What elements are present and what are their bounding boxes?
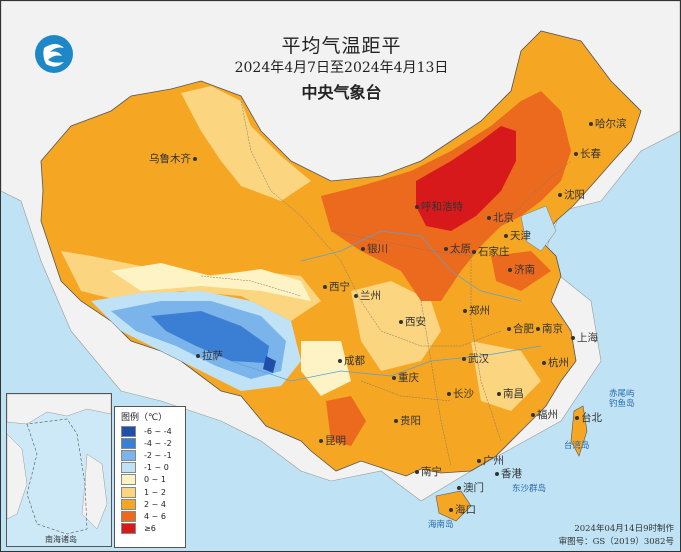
inset-label: 南海诸岛 — [45, 535, 77, 544]
legend-swatch — [121, 498, 136, 510]
legend-item: ≥6 — [115, 523, 185, 535]
legend-swatch — [121, 425, 136, 437]
anomaly-4-6-sichuan — [326, 396, 366, 446]
production-date: 2024年04月14日9时制作 — [574, 524, 674, 534]
map-date-range: 2024年4月7日至2024年4月13日 — [234, 60, 449, 76]
city-label: 成都 — [338, 356, 365, 367]
city-label: 长沙 — [447, 389, 474, 400]
sea-label: 东沙群岛 — [512, 484, 547, 494]
legend-label: 1 ~ 2 — [144, 487, 166, 497]
city-label: 西宁 — [323, 282, 350, 293]
map-title: 平均气温距平 — [281, 35, 402, 57]
city-label: 南昌 — [497, 389, 524, 400]
legend-item: -2 ~ -1 — [115, 449, 185, 461]
anomaly-0-1 — [111, 263, 311, 301]
city-label: 贵阳 — [394, 416, 421, 427]
legend: 图例（℃） -6 ~ -4 -4 ~ -2 -2 ~ -1 -1 ~ 0 0 ~ 1 1 … — [114, 406, 186, 548]
legend-swatch — [121, 437, 136, 449]
legend-title: 图例（℃） — [121, 413, 168, 423]
city-label: 哈尔滨 — [589, 119, 627, 130]
anomaly-m6-m4 — [263, 356, 276, 373]
city-label: 香港 — [495, 469, 522, 480]
legend-item: 1 ~ 2 — [115, 486, 185, 498]
cma-logo-icon — [35, 35, 73, 73]
south-china-sea-inset: 南海诸岛 — [6, 393, 112, 547]
legend-item: 0 ~ 1 — [115, 474, 185, 486]
city-label: 兰州 — [354, 291, 381, 302]
city-label: 北京 — [487, 213, 514, 224]
anomaly-0-1-sw — [301, 341, 351, 396]
sea-label: 赤尾屿 — [609, 389, 635, 399]
city-label: 海口 — [449, 505, 476, 516]
legend-label: -2 ~ -1 — [144, 450, 172, 460]
city-label: 南京 — [536, 324, 563, 335]
legend-label: 0 ~ 1 — [144, 475, 166, 485]
anomaly-1-2-east — [471, 341, 541, 411]
city-label: 郑州 — [463, 306, 490, 317]
sea-label: 海南岛 — [428, 520, 454, 530]
city-label: 太原 — [444, 244, 471, 255]
sea-label: 钓鱼岛 — [609, 399, 635, 409]
city-label: 合肥 — [507, 324, 534, 335]
city-label: 台北 — [575, 413, 602, 424]
city-label: 呼和浩特 — [415, 202, 463, 213]
city-label: 西安 — [399, 317, 426, 328]
legend-label: ≥6 — [144, 524, 156, 534]
inset-map — [6, 393, 112, 535]
legend-rows: -6 ~ -4 -4 ~ -2 -2 ~ -1 -1 ~ 0 0 ~ 1 1 ~ 2 2 ~… — [115, 425, 185, 535]
legend-item: 2 ~ 4 — [115, 498, 185, 510]
city-label: 重庆 — [392, 373, 419, 384]
legend-swatch — [121, 486, 136, 498]
sea-label: 台湾岛 — [564, 441, 590, 451]
anomaly-m4-m2 — [151, 311, 269, 363]
legend-swatch — [121, 523, 136, 535]
legend-swatch — [121, 474, 136, 486]
city-label: 银川 — [361, 244, 388, 255]
city-label: 昆明 — [319, 436, 346, 447]
legend-item: -6 ~ -4 — [115, 425, 185, 437]
city-label: 乌鲁木齐 — [149, 154, 199, 165]
city-label: 杭州 — [542, 358, 569, 369]
city-label: 上海 — [571, 333, 598, 344]
legend-swatch — [121, 510, 136, 522]
legend-label: -6 ~ -4 — [144, 426, 172, 436]
legend-label: 2 ~ 4 — [144, 499, 166, 509]
legend-swatch — [121, 462, 136, 474]
map-agency: 中央气象台 — [301, 83, 382, 102]
city-label: 济南 — [508, 265, 535, 276]
city-label: 长春 — [574, 149, 601, 160]
province-borders — [200, 100, 572, 467]
map-approval-number: 审图号：GS（2019）3082号 — [558, 537, 674, 547]
city-label: 石家庄 — [472, 247, 510, 258]
city-label: 天津 — [504, 231, 531, 242]
hainan-island — [435, 490, 472, 522]
legend-item: 4 ~ 6 — [115, 510, 185, 522]
city-label: 福州 — [531, 410, 558, 421]
anomaly-4-6-shandong — [491, 251, 551, 291]
legend-item: -1 ~ 0 — [115, 462, 185, 474]
city-label: 澳门 — [457, 483, 484, 494]
legend-label: -4 ~ -2 — [144, 438, 172, 448]
legend-label: 4 ~ 6 — [144, 511, 166, 521]
city-label: 南宁 — [415, 467, 442, 478]
bohai-sea — [520, 205, 557, 252]
legend-label: -1 ~ 0 — [144, 463, 169, 473]
city-label: 武汉 — [462, 354, 489, 365]
city-label: 广州 — [477, 456, 504, 467]
anomaly-1-2-center — [351, 281, 441, 371]
rivers — [230, 230, 542, 382]
city-label: 沈阳 — [558, 190, 585, 201]
city-label: 拉萨 — [196, 351, 223, 362]
anomaly-1-2-north — [181, 86, 311, 201]
legend-swatch — [121, 449, 136, 461]
legend-item: -4 ~ -2 — [115, 437, 185, 449]
anomaly-ge6 — [416, 126, 516, 231]
